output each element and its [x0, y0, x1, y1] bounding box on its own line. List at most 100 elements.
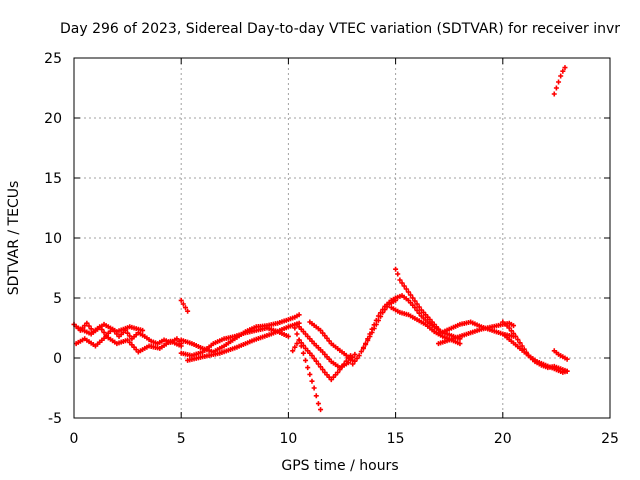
data-point	[354, 355, 360, 361]
y-tick-label: 15	[44, 171, 62, 187]
data-point	[352, 358, 358, 364]
data-point	[511, 323, 517, 329]
data-point	[562, 65, 568, 71]
data-point	[401, 283, 407, 289]
data-point	[285, 333, 291, 339]
grid	[74, 58, 610, 418]
data-point	[303, 357, 309, 363]
data-point	[86, 323, 92, 329]
data-point	[558, 73, 564, 79]
data-point	[101, 329, 107, 335]
data-point	[513, 333, 519, 339]
data-point	[399, 280, 405, 286]
data-point	[125, 330, 131, 336]
data-point	[345, 360, 351, 366]
x-tick-label: 5	[177, 431, 186, 447]
data-point	[335, 369, 341, 375]
y-axis-label: SDTVAR / TECUs	[6, 181, 22, 296]
data-point	[414, 301, 420, 307]
data-point	[408, 292, 414, 298]
data-point	[311, 355, 317, 361]
data-point	[403, 286, 409, 292]
data-point	[292, 325, 298, 331]
data-point	[356, 353, 362, 359]
data-point	[508, 328, 514, 334]
data-point	[416, 310, 422, 316]
data-point	[564, 368, 570, 374]
data-point	[517, 340, 523, 346]
data-point	[185, 308, 191, 314]
data-point	[371, 325, 377, 331]
data-point	[315, 401, 321, 407]
data-point	[313, 358, 319, 364]
data-point	[358, 349, 364, 355]
data-point	[320, 367, 326, 373]
chart-title: Day 296 of 2023, Sidereal Day-to-day VTE…	[60, 21, 620, 37]
y-tick-label: 0	[53, 351, 62, 367]
x-tick-label: 0	[70, 431, 79, 447]
data-point	[300, 343, 306, 349]
data-point	[551, 91, 557, 97]
data-point	[506, 325, 512, 331]
data-point	[393, 266, 399, 272]
data-point	[384, 304, 390, 310]
data-point	[410, 295, 416, 301]
data-point	[511, 331, 517, 337]
data-point	[178, 343, 184, 349]
data-point	[412, 305, 418, 311]
data-point	[416, 304, 422, 310]
data-point	[296, 312, 302, 318]
data-point	[88, 326, 94, 332]
data-point	[309, 378, 315, 384]
data-point	[560, 68, 566, 74]
data-point	[318, 364, 324, 370]
y-tick-label: 25	[44, 51, 62, 67]
data-point	[556, 79, 562, 85]
data-point	[369, 329, 375, 335]
data-point	[315, 361, 321, 367]
data-point	[395, 271, 401, 277]
data-point	[326, 338, 332, 344]
data-point	[292, 344, 298, 350]
data-point	[313, 393, 319, 399]
data-point	[182, 305, 188, 311]
data-point	[290, 348, 296, 354]
data-point	[350, 361, 356, 367]
data-point	[367, 333, 373, 339]
data-point	[294, 331, 300, 337]
data-point	[515, 337, 521, 343]
data-point	[373, 321, 379, 327]
data-point	[412, 298, 418, 304]
data-point	[318, 407, 324, 413]
x-tick-label: 10	[279, 431, 297, 447]
data-point	[309, 353, 315, 359]
data-point	[320, 330, 326, 336]
data-point	[180, 301, 186, 307]
data-point	[322, 333, 328, 339]
data-point	[298, 340, 304, 346]
data-point	[405, 289, 411, 295]
data-point	[378, 313, 384, 319]
data-point	[311, 385, 317, 391]
y-tick-label: 20	[44, 111, 62, 127]
data-point	[564, 356, 570, 362]
data-point	[318, 327, 324, 333]
x-tick-label: 25	[601, 431, 619, 447]
axis-ticks: 0 5 10 15 20 25 -5 0 5 10 15 20 25	[44, 51, 619, 447]
data-point	[380, 309, 386, 315]
x-tick-label: 15	[387, 431, 405, 447]
data-point	[397, 277, 403, 283]
data-point	[553, 85, 559, 91]
data-point	[307, 371, 313, 377]
data-point	[363, 341, 369, 347]
data-point	[140, 327, 146, 333]
data-points	[71, 65, 570, 413]
data-point	[365, 337, 371, 343]
data-point	[305, 365, 311, 371]
data-point	[84, 320, 90, 326]
data-point	[296, 337, 302, 343]
data-point	[352, 351, 358, 357]
data-point	[294, 341, 300, 347]
